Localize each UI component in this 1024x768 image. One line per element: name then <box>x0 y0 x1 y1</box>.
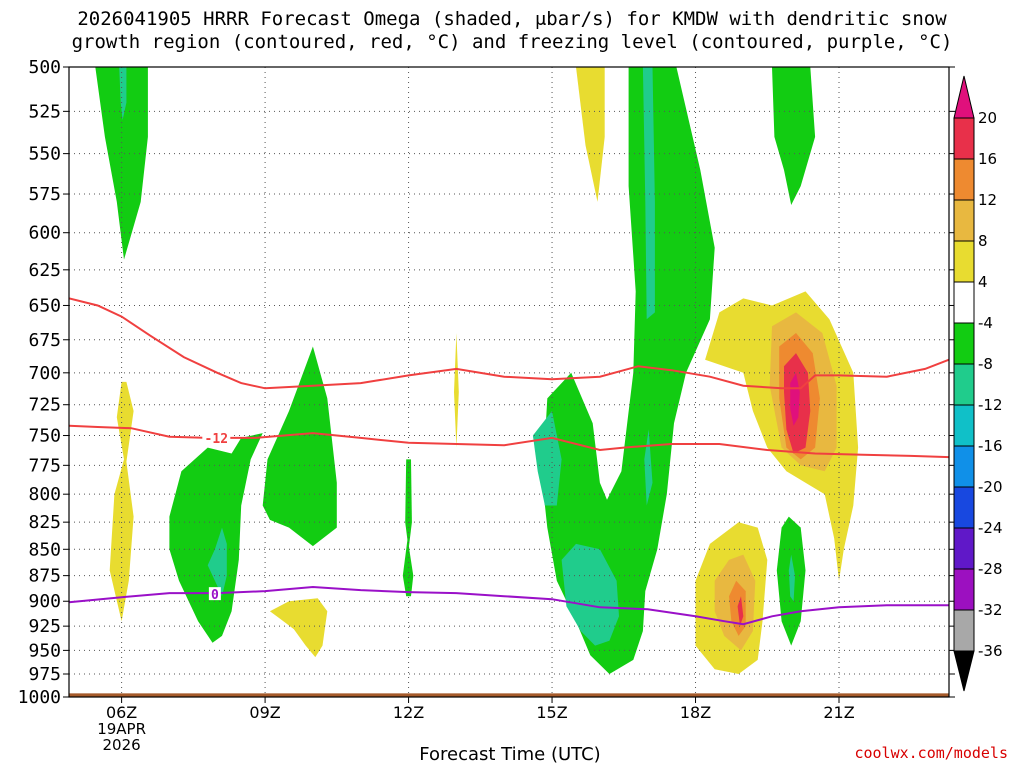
colorbar-bin--36-to--32 <box>953 609 975 652</box>
y-tick-label-900: 900 <box>28 591 61 612</box>
plot-frame <box>68 66 950 698</box>
y-tick-label-950: 950 <box>28 640 61 661</box>
colorbar-label-20: 20 <box>978 109 997 127</box>
omega-region-teal-20z-low <box>788 554 795 602</box>
x-tick-label-15Z: 15Z <box>536 703 567 722</box>
y-tick-label-725: 725 <box>28 395 61 416</box>
colorbar-bin--32-to--28 <box>953 568 975 611</box>
omega-region-yellow-10z <box>269 598 328 658</box>
colorbar-label--32: -32 <box>978 601 1003 619</box>
omega-region-yellow-16z <box>576 67 605 202</box>
colorbar-label--12: -12 <box>978 396 1003 414</box>
colorbar-label--24: -24 <box>978 519 1003 537</box>
omega-region-green-main <box>542 67 715 674</box>
y-tick-label-525: 525 <box>28 101 61 122</box>
colorbar-label--28: -28 <box>978 560 1003 578</box>
omega-region-green-20z-top <box>772 67 816 205</box>
dgz-bottom-contour <box>69 424 949 459</box>
omega-region-yellow-13z <box>454 333 459 448</box>
colorbar-max-arrow <box>953 75 975 119</box>
freezing-level-contour <box>69 585 949 626</box>
y-tick-label-800: 800 <box>28 484 61 505</box>
ground-surface-strip <box>69 693 949 697</box>
omega-region-teal-08z <box>207 527 227 597</box>
contour-label-1: 0 <box>211 588 219 603</box>
colorbar-bin--20-to--16 <box>953 445 975 488</box>
omega-region-teal-16z <box>561 543 619 646</box>
chart-title-line1: 2026041905 HRRR Forecast Omega (shaded, … <box>77 8 947 30</box>
colorbar-bin-4-to-8 <box>953 240 975 283</box>
y-tick-label-875: 875 <box>28 566 61 587</box>
colorbar-bin--28-to--24 <box>953 527 975 570</box>
x-tick-year-label: 2026 <box>103 736 141 754</box>
omega-region-green-08z <box>169 433 263 643</box>
y-tick-label-700: 700 <box>28 363 61 384</box>
colorbar-label--20: -20 <box>978 478 1003 496</box>
y-tick-label-925: 925 <box>28 616 61 637</box>
colorbar-label--8: -8 <box>978 355 993 373</box>
y-tick-label-600: 600 <box>28 223 61 244</box>
x-tick-label-09Z: 09Z <box>249 703 280 722</box>
y-tick-label-1000: 1000 <box>18 687 61 708</box>
omega-region-teal-06z-top <box>119 67 127 120</box>
y-tick-label-625: 625 <box>28 260 61 281</box>
contour-label-bg-1 <box>208 587 221 601</box>
colorbar-label--4: -4 <box>978 314 993 332</box>
colorbar: 20 16 12 8 4 -4 -8 -12 -16 -20 -24 -28 -32 -36 <box>953 75 1003 692</box>
x-tick-label-12Z: 12Z <box>393 703 424 722</box>
x-axis-label: Forecast Time (UTC) <box>419 744 601 765</box>
colorbar-label--16: -16 <box>978 437 1003 455</box>
omega-region-teal-15z <box>532 411 562 506</box>
chart-title-line2: growth region (contoured, red, °C) and f… <box>71 31 953 53</box>
colorbar-min-arrow <box>953 650 975 692</box>
y-tick-label-850: 850 <box>28 539 61 560</box>
y-tick-label-575: 575 <box>28 184 61 205</box>
y-tick-label-550: 550 <box>28 144 61 165</box>
colorbar-bin--4-to-4 <box>953 281 975 324</box>
y-tick-label-675: 675 <box>28 330 61 351</box>
colorbar-label-12: 12 <box>978 191 997 209</box>
colorbar-bin--24-to--20 <box>953 486 975 529</box>
x-tick-label-06Z: 06Z <box>106 703 137 722</box>
y-tick-label-750: 750 <box>28 426 61 447</box>
colorbar-bin-12-to-16 <box>953 158 975 201</box>
omega-region-green-12z <box>405 459 412 550</box>
y-tick-label-650: 650 <box>28 295 61 316</box>
colorbar-bin--8-to--4 <box>953 322 975 365</box>
omega-region-green-10z <box>262 346 337 547</box>
y-tick-label-975: 975 <box>28 664 61 685</box>
omega-region-red-19z <box>737 596 744 627</box>
omega-region-yellow-06z <box>109 381 134 622</box>
omega-region-magenta-20z <box>790 372 800 426</box>
omega-region-teal-17z <box>642 67 655 320</box>
omega-region-green-06z-top <box>95 67 148 260</box>
x-tick-label-18Z: 18Z <box>680 703 711 722</box>
colorbar-bin-8-to-12 <box>953 199 975 242</box>
dgz-top-contour <box>69 297 949 390</box>
y-tick-label-775: 775 <box>28 455 61 476</box>
x-tick-date-label: 19APR <box>97 720 146 738</box>
colorbar-label-8: 8 <box>978 232 988 250</box>
omega-region-green-12z-low <box>402 538 414 597</box>
colorbar-bin-16-to-20 <box>953 117 975 160</box>
y-tick-label-825: 825 <box>28 512 61 533</box>
contour-label-0: -12 <box>205 432 228 447</box>
contour-label-bg-0 <box>202 430 231 444</box>
omega-region-teal-17z-low <box>644 429 653 506</box>
colorbar-label--36: -36 <box>978 642 1003 660</box>
credit-text[interactable]: coolwx.com/models <box>854 744 1008 762</box>
y-tick-label-500: 500 <box>28 57 61 78</box>
colorbar-label-4: 4 <box>978 273 988 291</box>
colorbar-bin--16-to--12 <box>953 404 975 447</box>
plot-content: -12 0 <box>69 67 949 697</box>
x-tick-label-21Z: 21Z <box>823 703 854 722</box>
colorbar-label-16: 16 <box>978 150 997 168</box>
colorbar-bin--12-to--8 <box>953 363 975 406</box>
